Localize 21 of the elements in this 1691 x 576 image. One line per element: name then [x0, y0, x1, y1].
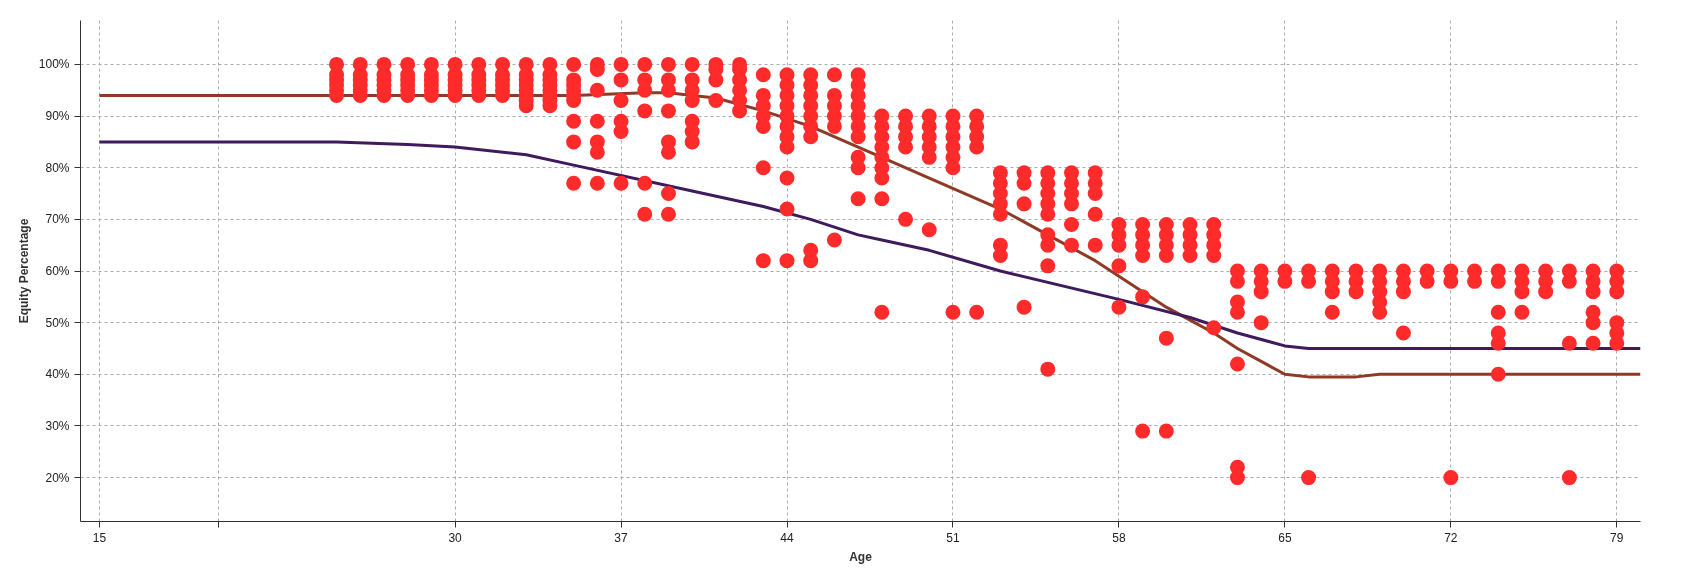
y-tick-label: 60%: [45, 264, 70, 278]
x-tick-label: 37: [614, 530, 629, 545]
x-tick-label: 58: [1112, 530, 1126, 545]
x-tick-label: 72: [1444, 530, 1458, 545]
y-tick-label: 50%: [45, 315, 70, 330]
y-tick-label: 80%: [45, 160, 70, 175]
line-series: [97, 140, 1641, 350]
x-tick-label: 15: [92, 530, 107, 545]
x-tick-label: 30: [448, 530, 463, 545]
x-tick-label: 79: [1610, 530, 1624, 545]
y-tick-label: 30%: [45, 418, 70, 433]
y-tick-label: 70%: [45, 212, 70, 227]
y-tick-label: 20%: [45, 470, 70, 485]
x-axis-title: Age: [849, 549, 873, 564]
x-tick-label: 51: [946, 530, 960, 545]
x-tick-label: 65: [1278, 530, 1292, 545]
y-tick-label: 100%: [38, 57, 70, 72]
y-axis-title: Equity Percentage: [16, 218, 31, 324]
y-tick-label: 90%: [45, 109, 70, 124]
y-tick-label: 40%: [45, 367, 70, 382]
x-tick-label: 44: [780, 530, 794, 545]
